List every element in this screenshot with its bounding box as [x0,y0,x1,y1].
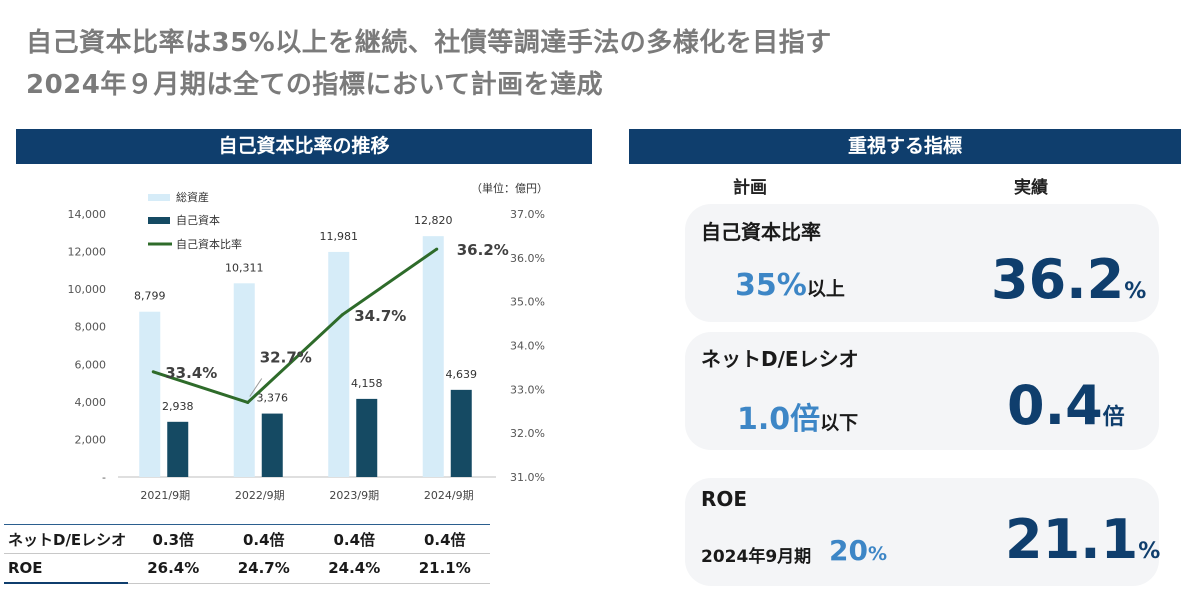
point-equity-ratio [435,247,439,251]
left-axis-tick-label: 14,000 [68,208,107,221]
left-axis-tick-label: 8,000 [75,321,107,334]
actual-number: 0.4 [1007,374,1103,437]
bar-label-equity: 4,639 [446,368,478,381]
bar-label-total-assets: 11,981 [320,230,359,243]
x-tick-label: 2023/9期 [329,489,379,502]
metrics-table: ネットD/Eレシオ 0.3倍 0.4倍 0.4倍 0.4倍 ROE 26.4% … [4,524,490,584]
row-label: ROE [4,553,128,584]
bar-total-assets [328,251,350,477]
table-cell: 24.7% [218,553,309,584]
data-label-equity-ratio: 36.2% [457,241,509,259]
right-axis-tick-label: 35.0% [510,296,545,309]
plan-unit: % [867,543,888,565]
right-axis-tick-label: 34.0% [510,340,545,353]
card-title: ネットD/Eレシオ [701,347,859,371]
point-equity-ratio [151,370,155,374]
plan-unit: 以上 [806,278,845,300]
x-tick-label: 2022/9期 [235,489,285,502]
bar-label-total-assets: 8,799 [134,290,166,303]
table-cell: 24.4% [309,553,400,584]
card-title: 自己資本比率 [701,220,821,244]
table-cell: 0.4倍 [399,524,490,554]
right-axis-tick-label: 32.0% [510,427,545,440]
metric-card-net-de-ratio: ネットD/Eレシオ 1.0倍以下 0.4倍 [685,332,1159,450]
period-label: 2024年9月期 [701,547,812,567]
plan-value: 20% [829,534,887,567]
table-cell: 26.4% [128,553,219,584]
headline-line-2: 2024年９月期は全ての指標において計画を達成 [26,70,604,100]
point-equity-ratio [246,400,250,404]
line-equity-ratio [152,247,438,405]
unit-note: （単位：億円） [471,181,548,195]
right-axis-tick-label: 31.0% [510,471,545,484]
bar-label-equity: 3,376 [257,392,289,405]
actual-column-header: 実績 [1014,178,1048,198]
actual-unit: % [1124,279,1147,304]
actual-value: 0.4倍 [1007,374,1125,437]
legend-swatch-equity [148,217,170,224]
actual-number: 36.2 [991,248,1125,311]
metric-card-equity-ratio: 自己資本比率 35%以上 36.2% [685,204,1159,322]
equity-ratio-chart: - 2,000 4,000 6,000 8,000 10,000 12,000 14,000 3… [68,181,549,502]
bar-label-equity: 4,158 [351,377,383,390]
plan-number: 35% [735,268,807,303]
actual-number: 21.1 [1005,508,1139,571]
bar-total-assets [233,283,255,477]
legend-label-equity-ratio: 自己資本比率 [176,237,242,251]
card-title: ROE [701,487,748,511]
row-label: ネットD/Eレシオ [4,524,128,554]
table-cell: 0.3倍 [128,524,219,554]
table-row: ネットD/Eレシオ 0.3倍 0.4倍 0.4倍 0.4倍 [4,524,490,554]
bar-equity [167,421,189,477]
plan-number: 20 [829,534,868,567]
plan-value: 1.0倍以下 [737,394,858,438]
bar-label-total-assets: 12,820 [414,214,453,227]
bar-equity [261,413,283,477]
plan-number: 1.0倍 [737,402,821,437]
right-axis-tick-label: 33.0% [510,383,545,396]
legend-swatch-total-assets [148,194,170,201]
data-label-equity-ratio: 34.7% [354,307,406,325]
right-axis-tick-label: 36.0% [510,252,545,265]
chart-panel-title: 自己資本比率の推移 [16,129,592,164]
legend-label-total-assets: 総資産 [176,190,209,204]
left-axis-tick-label: 4,000 [75,396,107,409]
table-cell: 0.4倍 [309,524,400,554]
key-metrics-title: 重視する指標 [629,129,1181,164]
bar-total-assets [139,311,161,477]
actual-value: 21.1% [1005,508,1160,571]
plan-value: 35%以上 [735,268,845,303]
leader-line [249,378,263,397]
metric-card-roe: ROE 2024年9月期 20% 21.1% [685,478,1160,586]
left-axis-tick-label: 6,000 [75,358,107,371]
plan-unit: 以下 [820,412,859,434]
actual-unit: 倍 [1102,405,1125,430]
x-tick-label: 2024/9期 [424,489,474,502]
x-tick-label: 2021/9期 [140,489,190,502]
data-label-equity-ratio: 32.7% [260,348,312,366]
actual-unit: % [1138,539,1161,564]
actual-value: 36.2% [991,248,1146,311]
left-axis-tick-label: - [102,471,106,484]
left-axis-tick-label: 2,000 [75,433,107,446]
bar-label-equity: 2,938 [162,400,194,413]
bar-equity [450,389,472,477]
table-cell: 0.4倍 [218,524,309,554]
bar-equity [356,398,378,477]
data-label-equity-ratio: 33.4% [165,364,217,382]
table-cell: 21.1% [399,553,490,584]
table-row: ROE 26.4% 24.7% 24.4% 21.1% [4,553,490,584]
bar-label-total-assets: 10,311 [225,261,264,274]
legend-label-equity: 自己資本 [176,213,220,227]
point-equity-ratio [340,313,344,317]
plan-column-header: 計画 [733,178,767,198]
left-axis-tick-label: 12,000 [68,246,107,259]
bar-total-assets [422,236,444,477]
headline-line-1: 自己資本比率は35%以上を継続、社債等調達手法の多様化を目指す [26,28,832,58]
left-axis-tick-label: 10,000 [68,283,107,296]
right-axis-tick-label: 37.0% [510,208,545,221]
